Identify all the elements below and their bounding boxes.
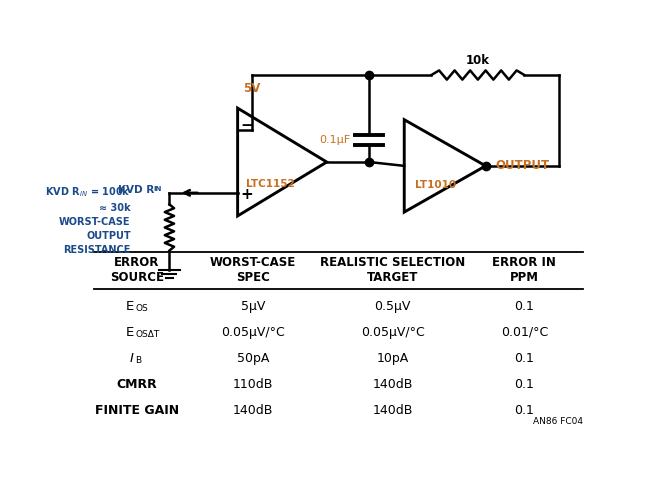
Text: 110dB: 110dB bbox=[233, 378, 273, 391]
Text: PPM: PPM bbox=[510, 271, 539, 284]
Text: 0.5μV: 0.5μV bbox=[374, 300, 411, 313]
Text: 0.1: 0.1 bbox=[514, 404, 534, 417]
Text: LT1010: LT1010 bbox=[414, 180, 456, 190]
Text: KVD R$_{IN}$ = 100k
≈ 30k
WORST-CASE
OUTPUT
RESISTANCE: KVD R$_{IN}$ = 100k ≈ 30k WORST-CASE OUT… bbox=[45, 185, 131, 255]
Text: 0.1μF: 0.1μF bbox=[320, 135, 351, 145]
Text: LTC1152: LTC1152 bbox=[246, 179, 295, 189]
Text: SPEC: SPEC bbox=[236, 271, 270, 284]
Text: −: − bbox=[241, 118, 253, 133]
Text: 5V: 5V bbox=[243, 82, 260, 95]
Text: 0.05μV/°C: 0.05μV/°C bbox=[221, 326, 285, 339]
Text: WORST-CASE: WORST-CASE bbox=[210, 257, 296, 270]
Text: AN86 FC04: AN86 FC04 bbox=[533, 417, 583, 426]
Text: 10pA: 10pA bbox=[377, 352, 408, 365]
Text: TARGET: TARGET bbox=[367, 271, 418, 284]
Text: 0.05μV/°C: 0.05μV/°C bbox=[361, 326, 424, 339]
Text: 0.1: 0.1 bbox=[514, 378, 534, 391]
Text: 5μV: 5μV bbox=[241, 300, 265, 313]
Text: 140dB: 140dB bbox=[372, 378, 413, 391]
Text: FINITE GAIN: FINITE GAIN bbox=[95, 404, 179, 417]
Text: SOURCE: SOURCE bbox=[110, 271, 164, 284]
Text: E: E bbox=[126, 326, 134, 339]
Text: OUTPUT: OUTPUT bbox=[495, 159, 549, 172]
Text: KVD R: KVD R bbox=[118, 185, 154, 195]
Text: OS: OS bbox=[136, 304, 148, 313]
Text: +: + bbox=[241, 187, 253, 202]
Text: 0.1: 0.1 bbox=[514, 300, 534, 313]
Text: I: I bbox=[130, 352, 134, 365]
Text: 10k: 10k bbox=[466, 54, 490, 67]
Text: 0.1: 0.1 bbox=[514, 352, 534, 365]
Text: CMRR: CMRR bbox=[116, 378, 157, 391]
Text: IN: IN bbox=[153, 186, 161, 192]
Text: ERROR IN: ERROR IN bbox=[492, 257, 557, 270]
Text: 140dB: 140dB bbox=[372, 404, 413, 417]
Text: REALISTIC SELECTION: REALISTIC SELECTION bbox=[320, 257, 465, 270]
Text: OSΔT: OSΔT bbox=[136, 330, 159, 339]
Text: E: E bbox=[126, 300, 134, 313]
Text: ERROR: ERROR bbox=[114, 257, 159, 270]
Text: 140dB: 140dB bbox=[233, 404, 273, 417]
Text: 0.01/°C: 0.01/°C bbox=[501, 326, 548, 339]
Text: B: B bbox=[136, 356, 141, 365]
Text: 50pA: 50pA bbox=[237, 352, 269, 365]
